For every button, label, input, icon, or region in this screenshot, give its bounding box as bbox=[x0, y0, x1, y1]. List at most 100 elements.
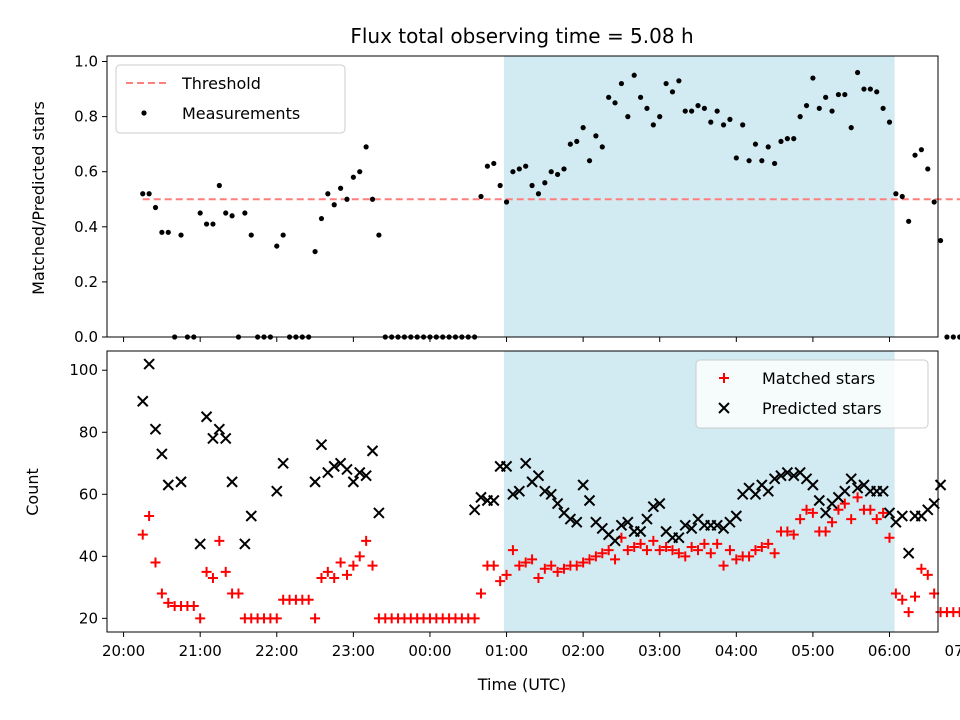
data-point bbox=[159, 229, 165, 235]
data-point bbox=[637, 94, 644, 100]
data-point bbox=[714, 108, 720, 114]
data-point bbox=[175, 476, 187, 488]
y-tick-label: 0.6 bbox=[74, 163, 98, 181]
data-point bbox=[644, 105, 650, 111]
data-point bbox=[816, 105, 822, 111]
data-point bbox=[752, 141, 759, 147]
data-point bbox=[934, 479, 947, 491]
data-point bbox=[788, 529, 799, 540]
data-point bbox=[500, 460, 513, 473]
data-point bbox=[641, 545, 652, 556]
y-tick-label: 0.8 bbox=[74, 108, 98, 126]
data-point bbox=[216, 182, 222, 189]
data-point bbox=[360, 469, 372, 482]
data-point bbox=[906, 218, 912, 224]
data-point bbox=[842, 91, 848, 98]
data-point bbox=[369, 196, 376, 202]
x-tick-label: 05:00 bbox=[791, 642, 834, 660]
data-point bbox=[277, 457, 289, 469]
data-point bbox=[657, 114, 663, 120]
data-point bbox=[354, 466, 366, 479]
data-point bbox=[654, 497, 666, 510]
data-point bbox=[731, 554, 742, 565]
data-point bbox=[673, 532, 685, 544]
data-point bbox=[564, 513, 577, 525]
data-point bbox=[759, 158, 765, 164]
data-point bbox=[469, 613, 480, 624]
legend-marker bbox=[141, 110, 147, 116]
data-point bbox=[899, 193, 905, 200]
data-point bbox=[149, 423, 162, 435]
data-point bbox=[203, 221, 210, 227]
data-point bbox=[583, 494, 596, 507]
data-point bbox=[303, 594, 314, 605]
data-point bbox=[648, 535, 659, 546]
data-point bbox=[309, 476, 321, 488]
data-point bbox=[667, 545, 678, 556]
data-point bbox=[744, 551, 755, 562]
data-point bbox=[867, 86, 873, 92]
data-point bbox=[532, 469, 545, 482]
data-point bbox=[220, 432, 232, 445]
data-point bbox=[337, 185, 344, 191]
data-point bbox=[468, 504, 481, 516]
data-point bbox=[242, 210, 248, 216]
data-point bbox=[510, 169, 516, 175]
data-point bbox=[367, 560, 378, 571]
data-point bbox=[610, 554, 621, 565]
data-point bbox=[625, 114, 631, 120]
data-point bbox=[890, 588, 901, 599]
data-point bbox=[910, 591, 921, 602]
data-point bbox=[727, 116, 733, 122]
data-point bbox=[558, 563, 569, 574]
data-point bbox=[803, 102, 810, 109]
data-point bbox=[769, 548, 780, 559]
data-point bbox=[756, 542, 767, 553]
data-point bbox=[539, 563, 550, 574]
data-point bbox=[912, 152, 918, 158]
data-point bbox=[545, 488, 557, 500]
x-tick-label: 02:00 bbox=[562, 642, 605, 660]
data-point bbox=[903, 607, 914, 618]
data-point bbox=[768, 473, 781, 485]
data-point bbox=[347, 476, 360, 488]
data-point bbox=[156, 448, 168, 460]
data-point bbox=[750, 545, 761, 556]
x-tick-label: 03:00 bbox=[638, 642, 681, 660]
data-point bbox=[150, 557, 161, 568]
top-panel-y-axis-label: Matched/Predicted stars bbox=[29, 101, 48, 295]
data-point bbox=[529, 182, 535, 189]
data-point bbox=[580, 125, 586, 131]
data-point bbox=[488, 560, 499, 571]
data-point bbox=[210, 221, 216, 227]
data-point bbox=[827, 517, 838, 528]
x-tick-label: 23:00 bbox=[332, 642, 375, 660]
data-point bbox=[813, 494, 825, 507]
data-point bbox=[325, 191, 331, 197]
top-panel-observing-window bbox=[503, 56, 895, 337]
data-point bbox=[329, 573, 340, 584]
data-point bbox=[567, 141, 573, 147]
data-point bbox=[207, 573, 218, 584]
data-point bbox=[711, 519, 723, 532]
data-point bbox=[916, 563, 927, 574]
data-point bbox=[634, 525, 647, 538]
data-point bbox=[669, 89, 676, 95]
data-point bbox=[896, 510, 908, 522]
data-point bbox=[271, 613, 282, 624]
data-point bbox=[578, 557, 589, 568]
data-point bbox=[533, 573, 544, 584]
data-point bbox=[918, 147, 925, 153]
y-tick-label: 1.0 bbox=[74, 53, 98, 71]
data-point bbox=[476, 588, 487, 599]
legend-box bbox=[115, 64, 346, 134]
data-point bbox=[316, 573, 327, 584]
data-point bbox=[586, 158, 593, 164]
data-point bbox=[782, 526, 793, 537]
data-point bbox=[902, 547, 915, 559]
top-panel-series-0 bbox=[140, 69, 960, 340]
data-point bbox=[733, 155, 739, 161]
data-point bbox=[763, 538, 774, 549]
data-point bbox=[571, 516, 583, 528]
